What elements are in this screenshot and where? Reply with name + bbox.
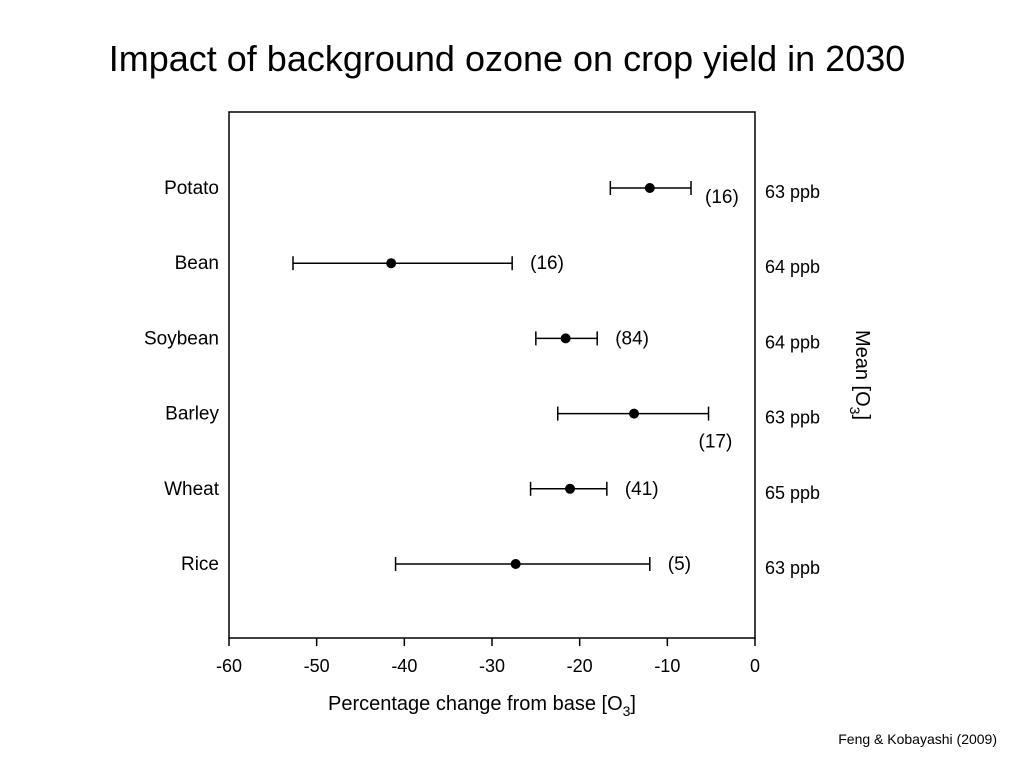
crop-row-bean: Bean (16) 64 ppb <box>175 253 820 277</box>
sample-size-label: (84) <box>615 328 649 349</box>
crop-label: Bean <box>175 253 219 274</box>
crop-rows: Potato (16) 63 ppb Bean (16) 64 ppb Soybean (84… <box>144 178 820 578</box>
x-tick-label: -50 <box>304 656 330 676</box>
sample-size-label: (16) <box>530 253 564 274</box>
crop-row-wheat: Wheat (41) 65 ppb <box>164 479 820 503</box>
crop-row-barley: Barley (17) 63 ppb <box>165 404 820 453</box>
crop-label: Barley <box>165 404 219 425</box>
sample-size-label: (17) <box>699 432 733 453</box>
ozone-label: 63 ppb <box>765 408 820 428</box>
x-axis-title: Percentage change from base [O3] <box>328 693 636 719</box>
x-tick-label: -20 <box>567 656 593 676</box>
mean-point <box>629 409 639 419</box>
x-tick-label: 0 <box>750 656 760 676</box>
sample-size-label: (16) <box>705 187 739 208</box>
x-tick-label: -40 <box>391 656 417 676</box>
ozone-label: 65 ppb <box>765 483 820 503</box>
x-axis: -60 -50 -40 -30 -20 -10 0 <box>216 638 760 676</box>
ozone-label: 64 ppb <box>765 257 820 277</box>
mean-point <box>645 183 655 193</box>
x-tick-label: -10 <box>654 656 680 676</box>
crop-label: Wheat <box>164 479 220 500</box>
crop-row-soybean: Soybean (84) 64 ppb <box>144 328 820 352</box>
sample-size-label: (5) <box>668 554 691 575</box>
ozone-label: 64 ppb <box>765 332 820 352</box>
crop-row-potato: Potato (16) 63 ppb <box>164 178 820 208</box>
x-tick-label: -30 <box>479 656 505 676</box>
ozone-label: 63 ppb <box>765 182 820 202</box>
citation: Feng & Kobayashi (2009) <box>838 731 997 747</box>
mean-point <box>386 258 396 268</box>
x-tick-label: -60 <box>216 656 242 676</box>
crop-row-rice: Rice (5) 63 ppb <box>181 554 820 578</box>
ozone-label: 63 ppb <box>765 558 820 578</box>
mean-point <box>561 333 571 343</box>
mean-point <box>511 559 521 569</box>
crop-label: Potato <box>164 178 219 199</box>
sample-size-label: (41) <box>625 479 659 500</box>
mean-point <box>565 484 575 494</box>
crop-label: Rice <box>181 554 219 575</box>
right-axis-title: Mean [O3] <box>847 330 873 420</box>
crop-label: Soybean <box>144 328 219 349</box>
